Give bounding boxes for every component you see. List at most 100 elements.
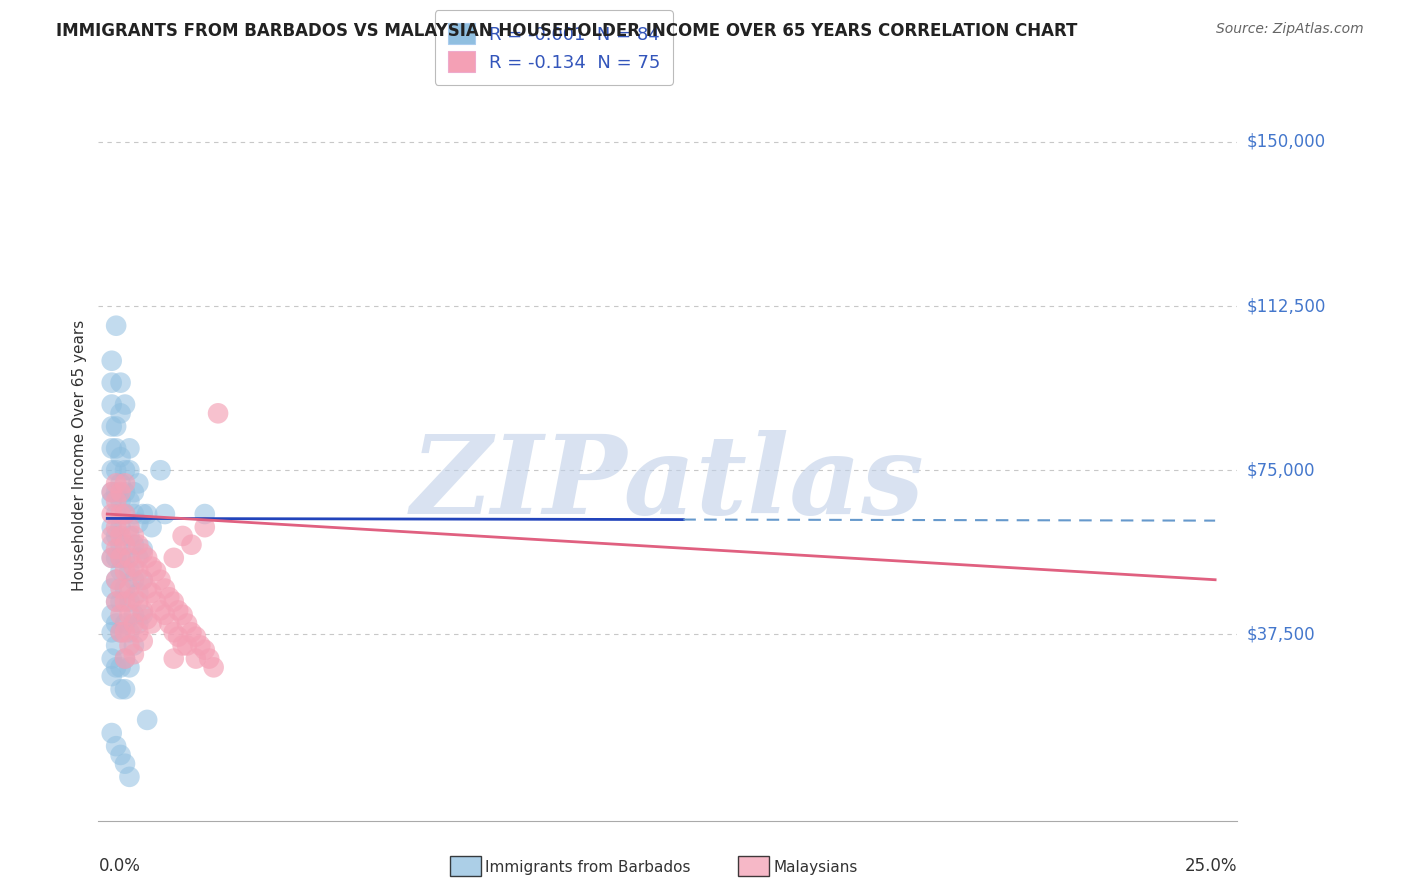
Point — [105, 318, 128, 333]
Point — [118, 625, 141, 640]
Point — [163, 651, 186, 665]
Point — [202, 660, 225, 674]
Point — [127, 625, 149, 640]
Text: 0.0%: 0.0% — [98, 857, 141, 875]
Point — [184, 651, 207, 665]
Point — [122, 529, 145, 543]
Point — [110, 682, 132, 697]
Point — [105, 507, 128, 521]
Point — [122, 616, 145, 631]
Point — [122, 559, 145, 574]
Point — [149, 603, 172, 617]
Point — [105, 594, 128, 608]
Point — [118, 550, 141, 565]
Point — [118, 607, 141, 622]
Point — [141, 520, 163, 534]
Text: IMMIGRANTS FROM BARBADOS VS MALAYSIAN HOUSEHOLDER INCOME OVER 65 YEARS CORRELATI: IMMIGRANTS FROM BARBADOS VS MALAYSIAN HO… — [56, 22, 1077, 40]
Point — [105, 639, 128, 653]
Point — [105, 573, 128, 587]
Point — [100, 550, 122, 565]
Point — [127, 516, 149, 530]
Point — [110, 476, 132, 491]
Point — [110, 494, 132, 508]
Text: ZIPatlas: ZIPatlas — [411, 431, 925, 538]
Point — [105, 660, 128, 674]
Point — [114, 550, 136, 565]
Point — [184, 630, 207, 644]
Point — [100, 625, 122, 640]
Point — [122, 647, 145, 661]
Point — [194, 507, 217, 521]
Point — [114, 507, 136, 521]
Point — [157, 616, 180, 631]
Point — [114, 398, 136, 412]
Point — [132, 573, 155, 587]
Point — [127, 476, 149, 491]
Point — [105, 616, 128, 631]
Point — [105, 550, 128, 565]
Point — [110, 582, 132, 596]
Point — [132, 507, 155, 521]
Point — [118, 582, 141, 596]
Point — [176, 616, 198, 631]
Point — [118, 494, 141, 508]
Point — [149, 463, 172, 477]
Point — [194, 520, 217, 534]
Point — [132, 542, 155, 557]
Point — [105, 739, 128, 754]
Point — [118, 639, 141, 653]
Point — [105, 442, 128, 456]
Point — [114, 651, 136, 665]
Point — [127, 538, 149, 552]
Point — [207, 406, 229, 420]
Text: Source: ZipAtlas.com: Source: ZipAtlas.com — [1216, 22, 1364, 37]
Point — [100, 507, 122, 521]
Point — [122, 591, 145, 605]
Point — [114, 507, 136, 521]
Point — [110, 507, 132, 521]
Point — [188, 639, 211, 653]
Point — [110, 625, 132, 640]
Point — [110, 485, 132, 500]
Point — [122, 639, 145, 653]
Point — [136, 507, 159, 521]
Point — [172, 607, 194, 622]
Point — [176, 639, 198, 653]
Point — [105, 476, 128, 491]
Point — [100, 398, 122, 412]
Point — [105, 520, 128, 534]
Point — [100, 442, 122, 456]
Point — [132, 634, 155, 648]
Point — [105, 494, 128, 508]
Point — [122, 607, 145, 622]
Point — [163, 550, 186, 565]
Point — [105, 463, 128, 477]
Text: $37,500: $37,500 — [1246, 625, 1315, 643]
Point — [100, 582, 122, 596]
Point — [110, 538, 132, 552]
Point — [105, 594, 128, 608]
Point — [118, 463, 141, 477]
Point — [132, 603, 155, 617]
Point — [114, 594, 136, 608]
Legend: R = -0.001  N = 84, R = -0.134  N = 75: R = -0.001 N = 84, R = -0.134 N = 75 — [434, 11, 673, 85]
Point — [100, 419, 122, 434]
Text: Malaysians: Malaysians — [773, 860, 858, 874]
Point — [194, 643, 217, 657]
Point — [105, 419, 128, 434]
Point — [100, 726, 122, 740]
Point — [118, 529, 141, 543]
Point — [105, 529, 128, 543]
Point — [114, 616, 136, 631]
Point — [141, 559, 163, 574]
Point — [114, 564, 136, 578]
Point — [100, 520, 122, 534]
Point — [198, 651, 221, 665]
Point — [100, 538, 122, 552]
Point — [145, 594, 167, 608]
Point — [118, 564, 141, 578]
Point — [114, 582, 136, 596]
Point — [110, 607, 132, 622]
Point — [105, 485, 128, 500]
Text: $150,000: $150,000 — [1246, 133, 1326, 151]
